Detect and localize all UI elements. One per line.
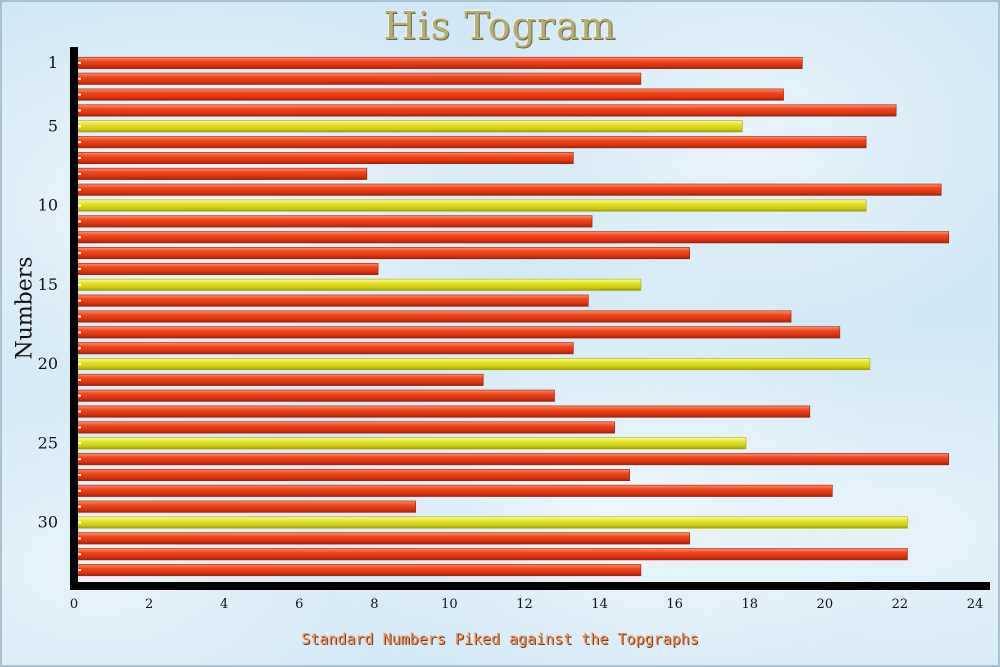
y-tick-mark: [78, 93, 81, 96]
y-tick-mark: [78, 569, 81, 572]
y-tick-mark: [78, 77, 81, 80]
bar-3: [73, 88, 784, 101]
y-tick-mark: [78, 283, 81, 286]
y-tick-label: 20: [38, 354, 58, 373]
x-tick-label: 24: [967, 597, 984, 612]
bar-16: [73, 294, 589, 307]
y-tick-label: 5: [48, 116, 58, 135]
y-tick-mark: [78, 299, 81, 302]
x-tick-label: 6: [295, 597, 303, 612]
bar-9: [73, 183, 942, 196]
x-tick-label: 16: [666, 597, 683, 612]
bar-2: [73, 72, 642, 85]
bar-25: [73, 437, 747, 450]
bar-11: [73, 215, 593, 228]
x-tick-label: 8: [370, 597, 378, 612]
bar-4: [73, 104, 897, 117]
y-tick-mark: [78, 141, 81, 144]
bar-10: [73, 199, 867, 212]
y-tick-label: 10: [38, 196, 58, 215]
bar-7: [73, 152, 574, 165]
bar-17: [73, 310, 792, 323]
y-tick-mark: [78, 172, 81, 175]
y-tick-mark: [78, 220, 81, 223]
bar-20: [73, 358, 871, 371]
bar-32: [73, 548, 908, 561]
bar-19: [73, 342, 574, 355]
bar-5: [73, 120, 743, 133]
bar-30: [73, 516, 908, 529]
y-tick-mark: [78, 109, 81, 112]
y-tick-mark: [78, 426, 81, 429]
bar-26: [73, 453, 950, 466]
y-tick-mark: [78, 125, 81, 128]
y-tick-mark: [78, 521, 81, 524]
x-tick-label: 14: [591, 597, 608, 612]
y-tick-mark: [78, 331, 81, 334]
y-tick-label: 15: [38, 275, 58, 294]
bar-31: [73, 532, 690, 545]
y-tick-mark: [78, 204, 81, 207]
y-tick-mark: [78, 553, 81, 556]
x-tick-label: 12: [516, 597, 533, 612]
y-tick-mark: [78, 61, 81, 64]
y-tick-mark: [78, 394, 81, 397]
y-tick-mark: [78, 315, 81, 318]
bar-24: [73, 421, 615, 434]
x-tick-label: 10: [441, 597, 458, 612]
x-tick-label: 4: [220, 597, 228, 612]
y-tick-label: 30: [38, 513, 58, 532]
x-tick-label: 20: [817, 597, 834, 612]
bar-8: [73, 167, 368, 180]
x-tick-label: 18: [741, 597, 758, 612]
bar-18: [73, 326, 841, 339]
chart-title: His Togram: [383, 4, 617, 48]
bar-14: [73, 262, 379, 275]
x-axis-line: [70, 582, 990, 590]
y-tick-mark: [78, 347, 81, 350]
bar-13: [73, 247, 690, 260]
x-axis-label: Standard Numbers Piked against the Topgr…: [301, 630, 699, 648]
x-tick-label: 2: [145, 597, 153, 612]
bar-6: [73, 136, 867, 149]
y-tick-mark: [78, 505, 81, 508]
y-tick-mark: [78, 236, 81, 239]
x-tick-label: 0: [70, 597, 78, 612]
y-tick-mark: [78, 267, 81, 270]
y-tick-mark: [78, 489, 81, 492]
bar-33: [73, 564, 642, 577]
x-tick-label: 22: [892, 597, 909, 612]
bar-22: [73, 389, 555, 402]
y-tick-label: 25: [38, 433, 58, 452]
bar-23: [73, 405, 811, 418]
bar-28: [73, 484, 833, 497]
y-tick-mark: [78, 537, 81, 540]
y-tick-mark: [78, 410, 81, 413]
bar-21: [73, 373, 484, 386]
y-tick-mark: [78, 363, 81, 366]
bar-27: [73, 468, 630, 481]
bar-12: [73, 231, 950, 244]
y-tick-mark: [78, 252, 81, 255]
y-tick-mark: [78, 378, 81, 381]
bar-29: [73, 500, 416, 513]
y-tick-label: 1: [48, 53, 58, 72]
bar-15: [73, 278, 642, 291]
y-tick-mark: [78, 157, 81, 160]
bar-1: [73, 56, 803, 69]
y-axis-line: [70, 47, 78, 586]
y-tick-mark: [78, 458, 81, 461]
y-tick-mark: [78, 473, 81, 476]
y-tick-mark: [78, 188, 81, 191]
y-tick-mark: [78, 442, 81, 445]
